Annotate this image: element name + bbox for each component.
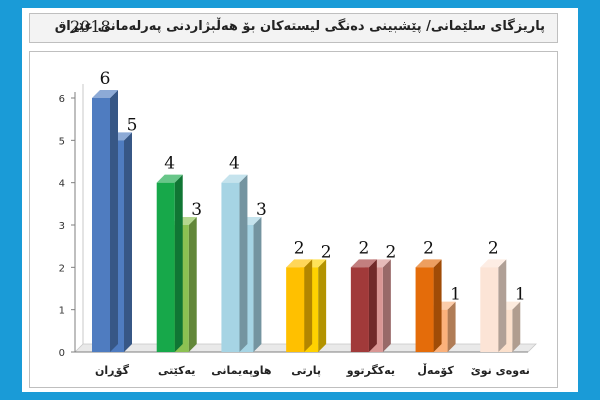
bar-series1-top [415,259,442,268]
bar-series1 [350,267,369,352]
bar-series2-side [512,301,521,352]
x-category-label: گۆڕان [95,364,130,377]
x-category-label: پارتی [291,364,321,377]
data-label-series2: 3 [256,200,267,220]
bar-series1-side [174,174,183,352]
y-tick-label: 0 [59,348,65,359]
data-label-series1: 2 [423,238,434,258]
bar-series1-top [221,174,248,183]
data-label-series2: 5 [127,115,138,135]
bar-series1-side [368,259,377,352]
data-label-series1: 6 [100,69,111,89]
x-category-label: یەکێتی [158,364,195,377]
bar-series2-side [447,301,456,352]
bar-series1 [221,182,240,352]
bar-series1-top [156,174,183,183]
data-label-series2: 1 [450,285,461,305]
bar-series2-side [124,132,132,352]
bar-series1-side [239,174,248,352]
chart-title-box: پاریزگای سلێمانی/ پێشبینی دەنگی لیستەکان… [29,13,558,43]
data-label-series1: 4 [229,154,240,174]
bar-series1-side [110,90,118,352]
bar-series1 [415,267,434,352]
data-label-series1: 2 [294,238,305,258]
data-label-series1: 4 [164,154,175,174]
bar-series1-top [286,259,313,268]
bar-series1-side [433,259,442,352]
data-label-series2: 1 [515,285,526,305]
y-tick-label: 3 [59,221,65,232]
y-tick-label: 1 [59,306,65,317]
bar-series1 [156,182,175,352]
bar-series2-side [188,217,197,352]
bar-series1-side [304,259,313,352]
bar-series2-side [253,217,262,352]
x-category-label: کۆمەڵ [417,363,454,377]
x-category-label: هاوپەیمانی [211,364,271,377]
data-label-series2: 2 [321,242,332,262]
bar-series1-top [92,90,118,98]
y-tick-label: 4 [59,179,65,190]
bar-series2-side [382,259,391,352]
data-label-series1: 2 [488,238,499,258]
bar-series1-top [480,259,507,268]
chart-title: پاریزگای سلێمانی/ پێشبینی دەنگی لیستەکان… [54,19,545,34]
bar-series1-side [498,259,507,352]
bar-series1 [92,98,110,352]
data-label-series2: 2 [385,242,396,262]
y-tick-label: 2 [59,263,65,274]
bar-series1-top [350,259,377,268]
y-tick-label: 5 [59,136,65,147]
data-label-series2: 3 [191,200,202,220]
y-tick-label: 6 [59,94,65,105]
bar-series1 [480,267,499,352]
bar-series1 [286,267,305,352]
chart-year: 2018 [70,17,111,36]
data-label-series1: 2 [358,238,369,258]
x-category-label: یەکگرتوو [346,364,395,377]
x-category-label: نەوەی نوێ [471,364,530,377]
bar-series2-side [318,259,327,352]
